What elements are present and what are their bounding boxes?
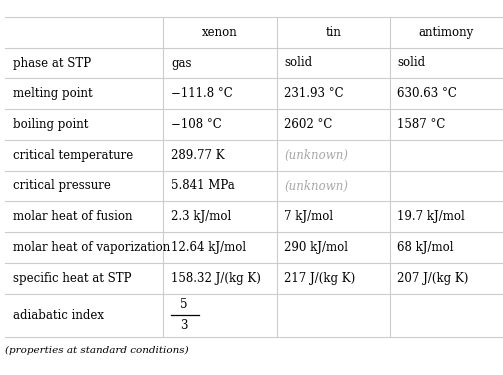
Text: boiling point: boiling point	[13, 118, 88, 131]
Text: xenon: xenon	[202, 26, 238, 39]
Text: 12.64 kJ/mol: 12.64 kJ/mol	[171, 241, 246, 254]
Text: (unknown): (unknown)	[284, 149, 348, 162]
Text: (properties at standard conditions): (properties at standard conditions)	[5, 346, 189, 355]
Text: 68 kJ/mol: 68 kJ/mol	[397, 241, 454, 254]
Text: 217 J/(kg K): 217 J/(kg K)	[284, 272, 356, 285]
Text: specific heat at STP: specific heat at STP	[13, 272, 131, 285]
Text: molar heat of vaporization: molar heat of vaporization	[13, 241, 170, 254]
Text: critical pressure: critical pressure	[13, 180, 111, 192]
Text: 1587 °C: 1587 °C	[397, 118, 446, 131]
Text: 2.3 kJ/mol: 2.3 kJ/mol	[171, 210, 231, 223]
Text: −111.8 °C: −111.8 °C	[171, 87, 233, 100]
Text: 7 kJ/mol: 7 kJ/mol	[284, 210, 333, 223]
Text: −108 °C: −108 °C	[171, 118, 222, 131]
Text: melting point: melting point	[13, 87, 92, 100]
Text: 3: 3	[180, 320, 187, 333]
Text: 290 kJ/mol: 290 kJ/mol	[284, 241, 348, 254]
Text: 2602 °C: 2602 °C	[284, 118, 332, 131]
Text: 630.63 °C: 630.63 °C	[397, 87, 457, 100]
Text: (unknown): (unknown)	[284, 180, 348, 192]
Text: 5: 5	[180, 298, 187, 311]
Text: phase at STP: phase at STP	[13, 57, 91, 69]
Text: molar heat of fusion: molar heat of fusion	[13, 210, 132, 223]
Text: solid: solid	[284, 57, 312, 69]
Text: 5.841 MPa: 5.841 MPa	[171, 180, 235, 192]
Text: solid: solid	[397, 57, 426, 69]
Text: critical temperature: critical temperature	[13, 149, 133, 162]
Text: 207 J/(kg K): 207 J/(kg K)	[397, 272, 469, 285]
Text: antimony: antimony	[419, 26, 474, 39]
Text: 19.7 kJ/mol: 19.7 kJ/mol	[397, 210, 465, 223]
Text: tin: tin	[325, 26, 341, 39]
Text: 289.77 K: 289.77 K	[171, 149, 225, 162]
Text: 231.93 °C: 231.93 °C	[284, 87, 344, 100]
Text: gas: gas	[171, 57, 192, 69]
Text: adiabatic index: adiabatic index	[13, 309, 104, 322]
Text: 158.32 J/(kg K): 158.32 J/(kg K)	[171, 272, 261, 285]
